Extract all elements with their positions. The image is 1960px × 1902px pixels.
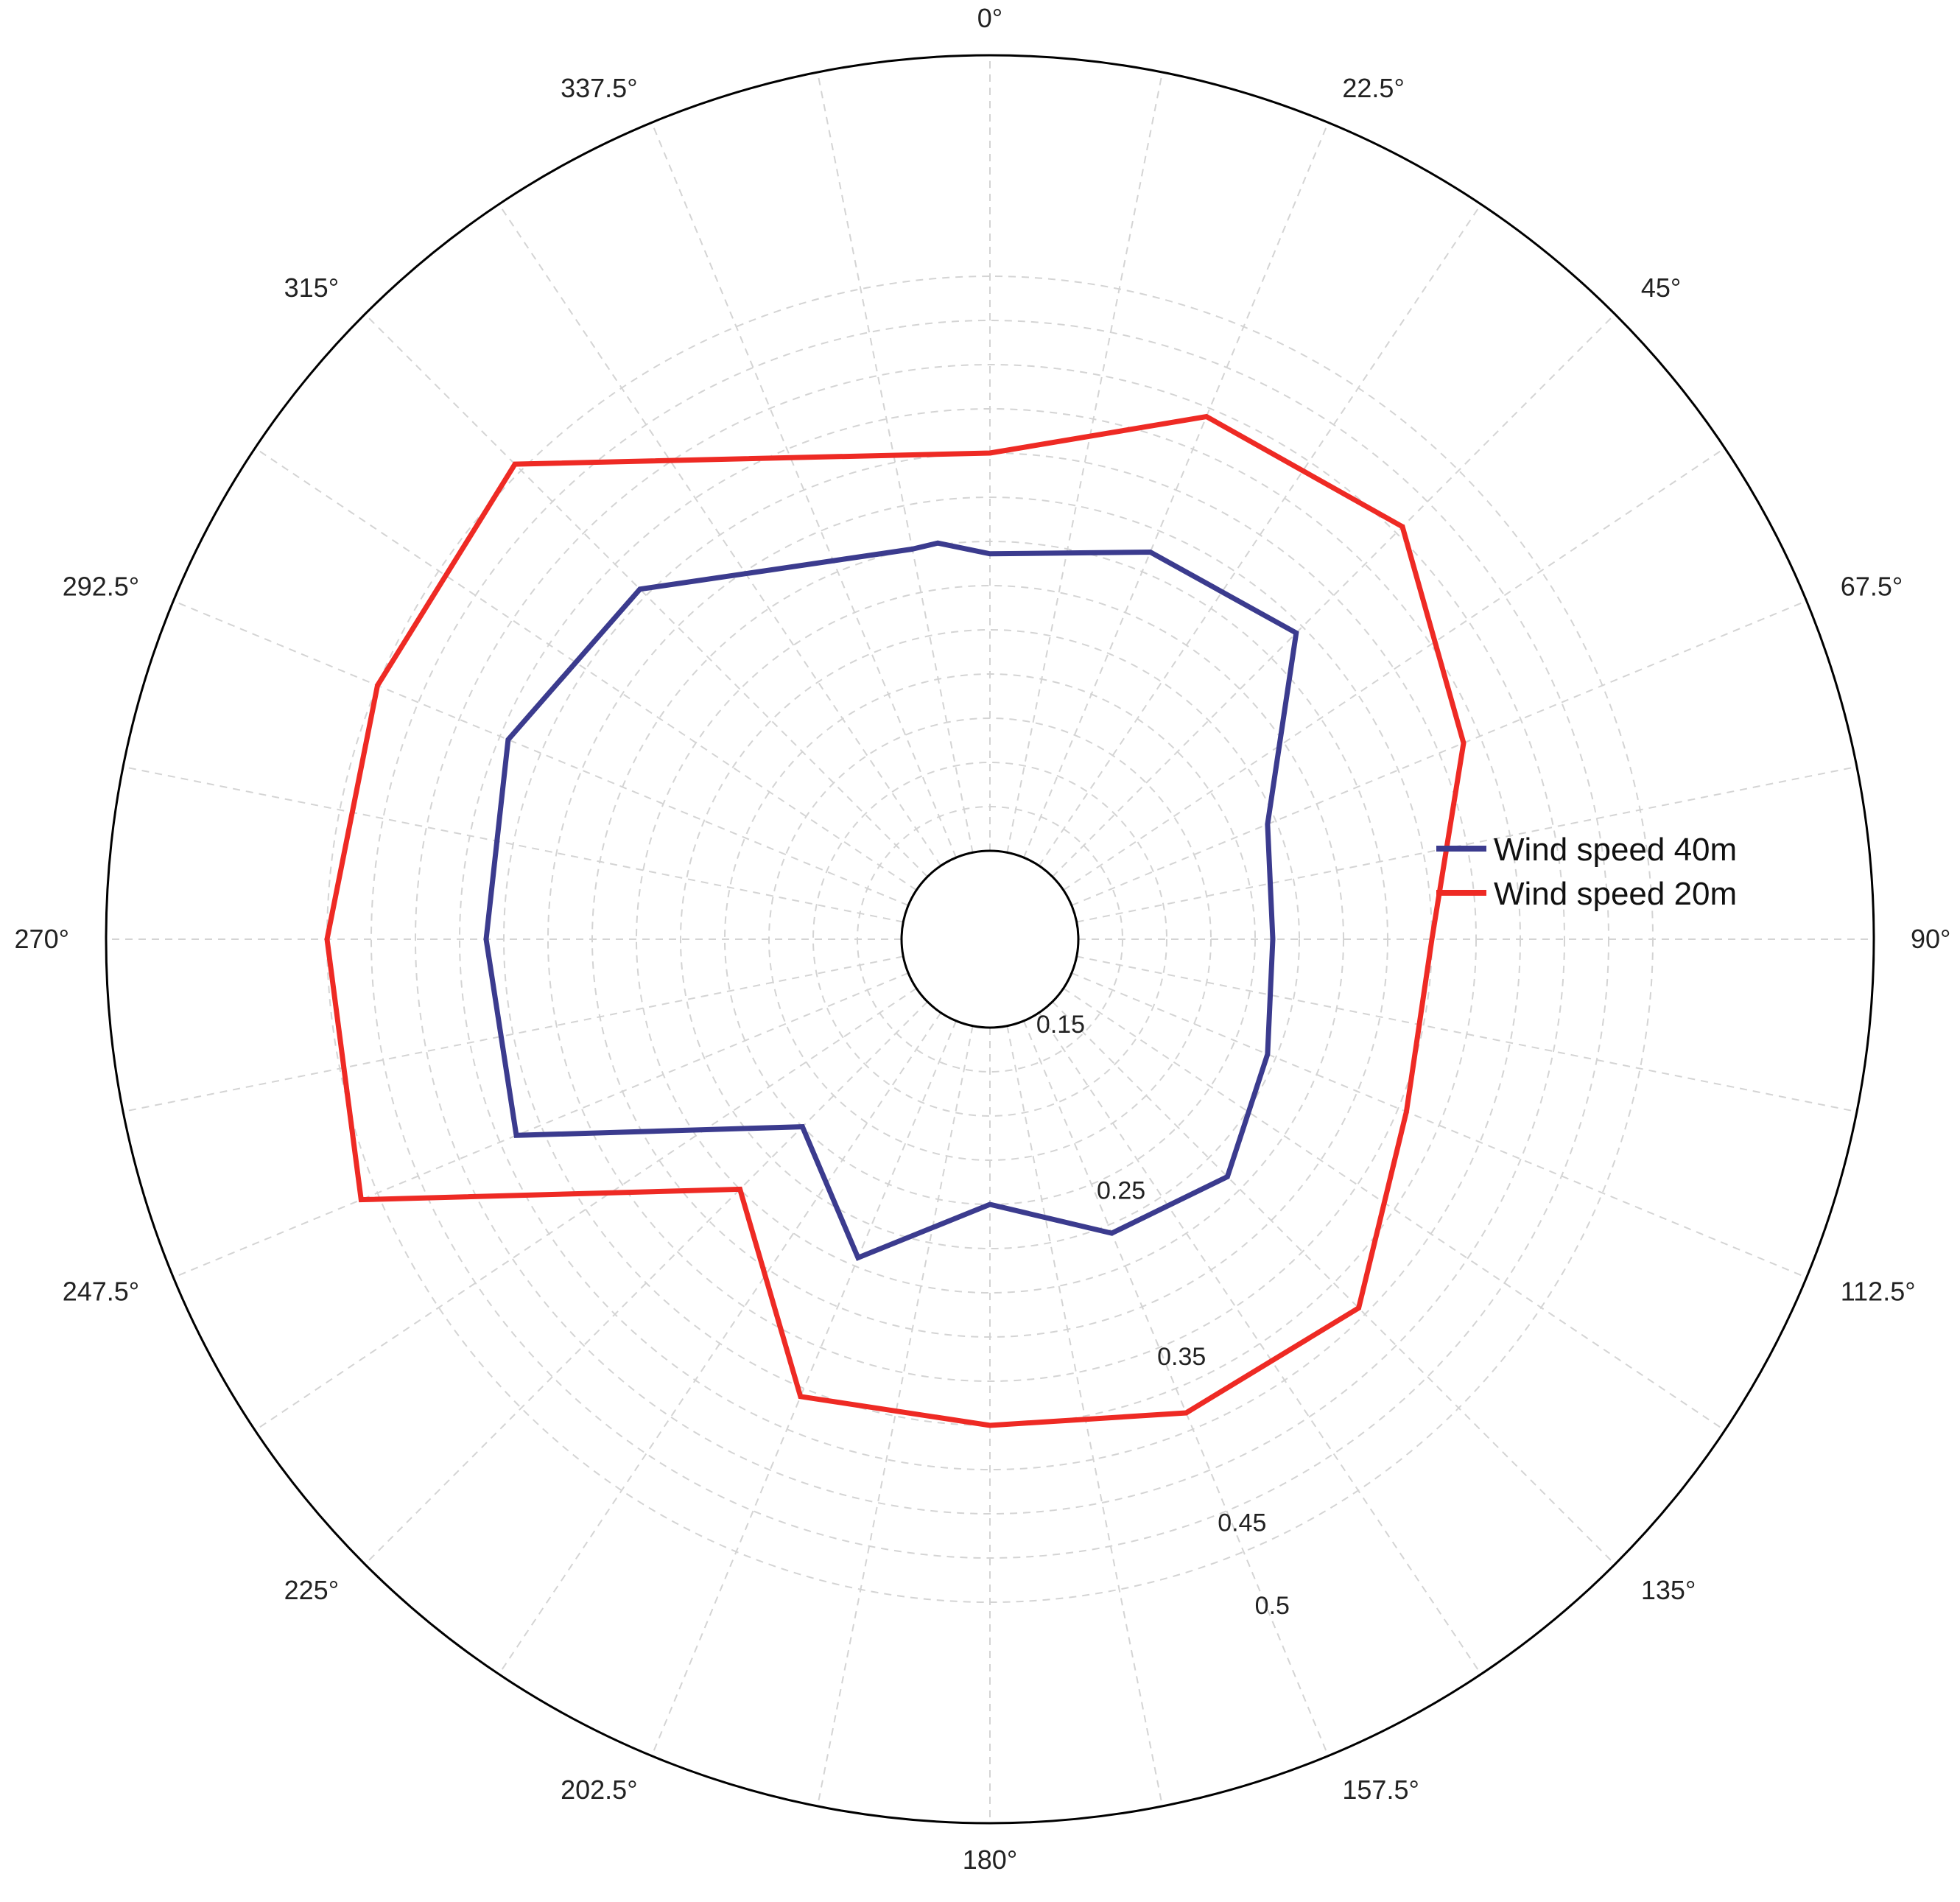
angle-label: 90° xyxy=(1911,924,1950,954)
angle-label: 112.5° xyxy=(1841,1276,1916,1306)
inner-circle xyxy=(900,849,1080,1029)
grid-spoke xyxy=(816,1025,974,1807)
angle-label: 202.5° xyxy=(561,1775,637,1805)
grid-spoke xyxy=(1006,1025,1164,1807)
angle-label: 270° xyxy=(15,924,69,954)
angle-label: 225° xyxy=(284,1575,339,1605)
label-layer: 0° 22.5° 45° 67.5° 90° 112.5° 135° 157.5° 180° 20… xyxy=(15,3,1951,1875)
angle-label: 45° xyxy=(1641,273,1681,303)
grid-spoke xyxy=(650,1020,958,1757)
grid-spoke xyxy=(1052,313,1616,877)
grid-ring xyxy=(415,364,1565,1515)
grid-spoke xyxy=(1022,122,1330,858)
angle-label: 247.5° xyxy=(63,1276,139,1306)
angle-label: 315° xyxy=(284,273,339,303)
angle-label: 180° xyxy=(963,1845,1017,1875)
angle-label: 0° xyxy=(977,3,1002,33)
radial-tick-label: 0.5 xyxy=(1255,1592,1290,1620)
legend: Wind speed 40m Wind speed 20m xyxy=(1436,832,1737,912)
grid-spoke xyxy=(172,600,909,907)
series-line-wind-speed-40m xyxy=(483,540,1299,1261)
angle-label: 67.5° xyxy=(1841,572,1903,602)
grid-spoke xyxy=(1071,600,1808,907)
series-line-wind-speed-20m xyxy=(324,413,1467,1428)
angle-label: 292.5° xyxy=(63,572,139,602)
grid-spoke xyxy=(364,1001,928,1565)
grid-spoke xyxy=(816,71,974,853)
angle-label: 135° xyxy=(1641,1575,1696,1605)
grid-spoke xyxy=(1006,71,1164,853)
grid-spoke xyxy=(172,972,909,1279)
grid-spoke xyxy=(1076,955,1858,1113)
radial-tick-label: 0.25 xyxy=(1097,1176,1145,1204)
grid-spoke xyxy=(122,765,904,923)
angle-label: 22.5° xyxy=(1342,73,1404,103)
legend-label: Wind speed 20m xyxy=(1494,876,1737,912)
radial-tick-label: 0.35 xyxy=(1157,1343,1206,1371)
grid-spoke xyxy=(1063,987,1726,1431)
grid-spoke xyxy=(498,203,942,866)
grid-spoke xyxy=(1052,1001,1616,1565)
radial-tick-label: 0.15 xyxy=(1036,1011,1085,1039)
grid-spoke xyxy=(122,955,904,1113)
angle-label: 157.5° xyxy=(1342,1775,1419,1805)
grid-spoke xyxy=(1022,1020,1330,1757)
angle-label: 337.5° xyxy=(561,73,637,103)
grid-spoke xyxy=(1038,203,1482,866)
series-layer xyxy=(324,413,1467,1428)
grid-layer xyxy=(105,54,1875,1825)
outer-circle xyxy=(105,54,1875,1825)
grid-spoke xyxy=(364,313,928,877)
grid-spoke xyxy=(1063,447,1726,891)
grid-spoke xyxy=(1038,1012,1482,1675)
legend-label: Wind speed 40m xyxy=(1494,832,1737,868)
grid-ring xyxy=(812,762,1167,1117)
grid-spoke xyxy=(1076,765,1858,923)
grid-ring xyxy=(680,629,1300,1249)
grid-spoke xyxy=(650,122,958,858)
grid-spoke xyxy=(254,987,917,1431)
grid-spoke xyxy=(1071,972,1808,1279)
grid-spoke xyxy=(498,1012,942,1675)
grid-spoke xyxy=(254,447,917,891)
radial-tick-label: 0.45 xyxy=(1218,1509,1266,1537)
